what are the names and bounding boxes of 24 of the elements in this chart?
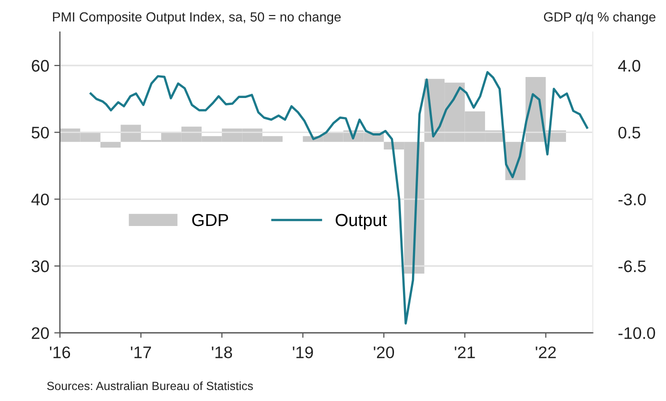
x-tick-label: '18 [212, 346, 232, 358]
y-tick-label: 50 [32, 126, 49, 139]
y2-tick-label: 0.5 [618, 126, 640, 139]
source-note: Sources: Australian Bureau of Statistics [47, 381, 253, 390]
x-tick-label: '16 [50, 346, 70, 358]
x-tick-label: '19 [292, 346, 313, 358]
y2-tick-label: -10.0 [618, 327, 656, 340]
line-series [90, 71, 588, 325]
x-tick-label: '22 [536, 346, 556, 358]
legend-label: GDP [192, 214, 228, 226]
y2-tick-label: -6.5 [618, 260, 646, 272]
legend-label: Output [336, 214, 387, 230]
x-tick-label: '21 [454, 346, 475, 358]
x-tick-label: '17 [130, 346, 151, 358]
bar [100, 142, 121, 148]
y2-tick-label: -3.0 [618, 194, 646, 206]
y-tick-label: 30 [32, 260, 49, 272]
y2-tick-label: 4.0 [618, 60, 640, 72]
y-tick-label: 60 [32, 60, 49, 72]
x-tick-label: '20 [374, 346, 394, 358]
y-tick-label: 40 [31, 194, 49, 206]
y2-axis-title: GDP q/q % change [544, 12, 656, 24]
y-tick-label: 20 [32, 327, 49, 340]
y-axis-title: PMI Composite Output Index, sa, 50 = no change [53, 12, 341, 24]
